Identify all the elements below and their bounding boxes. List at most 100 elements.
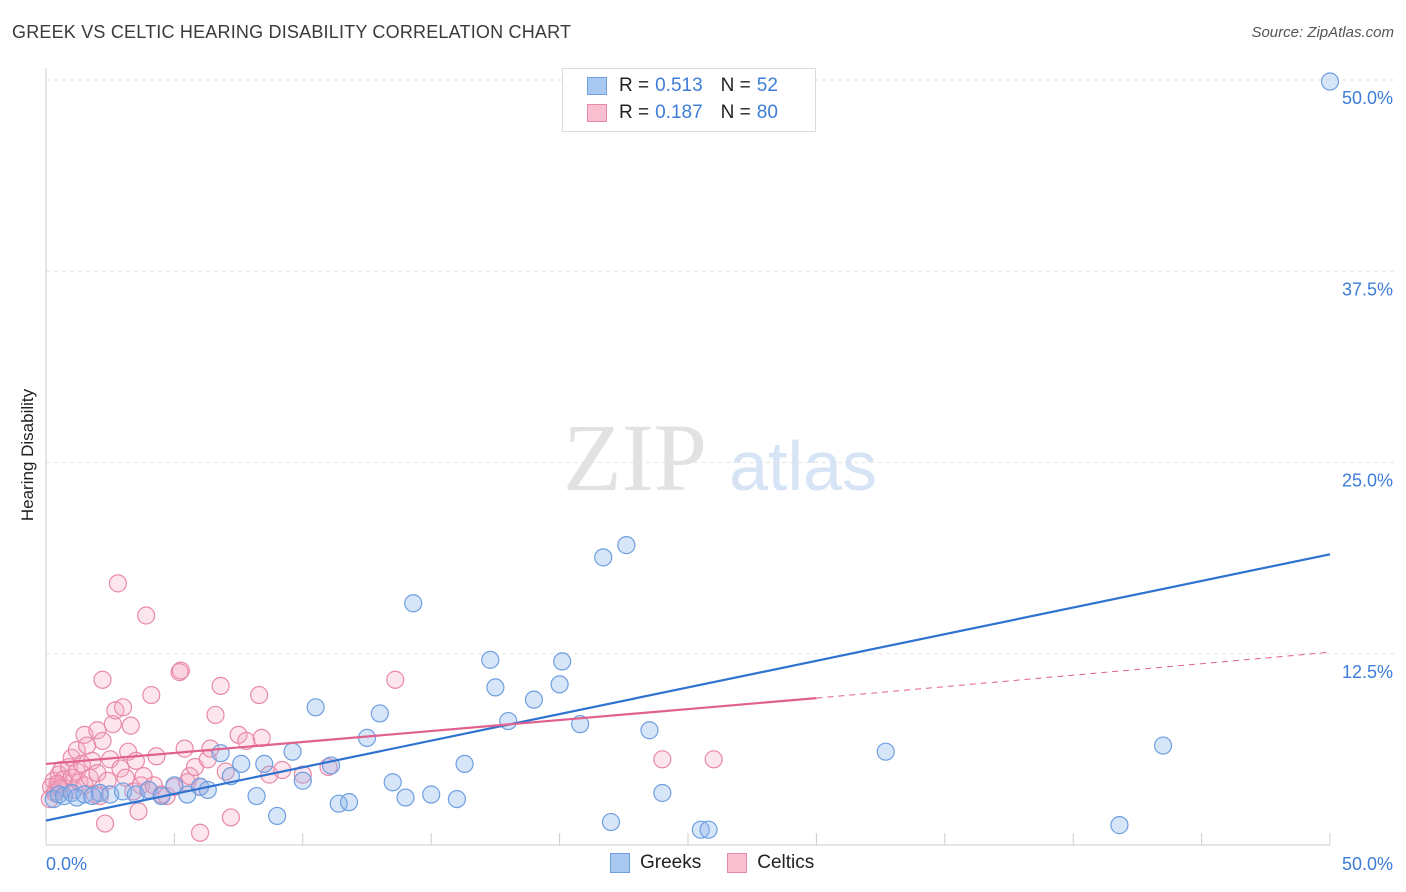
legend-label-greeks: Greeks <box>640 852 702 873</box>
stats-legend: R = 0.513 N = 52 R = 0.187 N = 80 <box>562 68 816 132</box>
celtics-point <box>171 661 190 680</box>
watermark-zip: ZIP <box>563 404 707 511</box>
greeks-point <box>404 594 423 613</box>
r-label: R = <box>619 75 650 96</box>
greeks-point <box>383 773 402 792</box>
celtics-point <box>237 731 256 751</box>
greeks-point <box>255 754 274 774</box>
greeks-point <box>617 536 636 555</box>
celtics-point <box>116 768 135 787</box>
greeks-point <box>75 785 94 804</box>
legend-label-celtics: Celtics <box>757 852 815 873</box>
trend-lines <box>45 553 1331 822</box>
celtics-point <box>190 823 210 842</box>
legend-item-celtics[interactable]: Celtics <box>727 852 814 874</box>
y-tick-label: 50.0% <box>1342 88 1393 108</box>
celtics-point <box>113 698 133 717</box>
celtics-swatch <box>727 853 748 873</box>
greeks-point <box>232 754 251 774</box>
celtics-point <box>111 759 130 778</box>
celtics-point <box>108 574 128 593</box>
chart-title: GREEK VS CELTIC HEARING DISABILITY CORRE… <box>12 22 572 42</box>
n-label: N = <box>720 75 751 96</box>
greeks-point <box>691 820 710 839</box>
celtics-point <box>653 750 672 769</box>
celtics-point <box>386 670 405 689</box>
r-label: R = <box>619 102 650 123</box>
celtics-trend-extension <box>816 651 1331 699</box>
r-value: 0.513 <box>655 75 703 96</box>
greeks-point <box>601 812 621 832</box>
greeks-point <box>553 652 572 671</box>
n-value: 52 <box>756 75 778 96</box>
legend-row-celtics: R = 0.187 N = 80 <box>587 101 778 125</box>
greeks-point <box>247 786 266 806</box>
greeks-point <box>699 820 718 839</box>
tick-labels: 12.5% 25.0% 37.5% 50.0% 0.0% 50.0% <box>46 88 1393 874</box>
x-tick-label: 0.0% <box>46 854 87 874</box>
greeks-point <box>594 548 613 567</box>
n-value: 80 <box>756 102 778 123</box>
celtics-swatch <box>587 104 607 122</box>
greeks-point <box>455 754 474 774</box>
greeks-trend-line <box>45 553 1331 822</box>
legend-item-greeks[interactable]: Greeks <box>610 852 701 874</box>
greeks-point <box>293 771 312 790</box>
greeks-point <box>396 788 415 807</box>
greeks-point <box>876 742 895 761</box>
celtics-point <box>175 739 194 758</box>
celtics-point <box>206 705 225 725</box>
greeks-point <box>268 806 287 826</box>
celtics-point <box>250 685 269 705</box>
greeks-swatch <box>587 77 607 95</box>
source-label: Source: ZipAtlas.com <box>1251 24 1394 41</box>
celtics-point <box>67 741 86 760</box>
greeks-point <box>653 783 672 803</box>
celtics-point <box>293 765 312 784</box>
celtics-point <box>77 736 97 755</box>
greeks-point <box>524 690 544 709</box>
celtics-point <box>121 716 140 735</box>
grid-lines <box>46 79 1395 655</box>
celtics-point <box>95 814 115 833</box>
celtics-point <box>93 731 112 751</box>
greeks-point <box>283 742 302 761</box>
greeks-point <box>422 785 441 804</box>
greeks-point <box>486 678 505 697</box>
celtics-point <box>88 763 107 783</box>
celtics-point <box>134 767 153 786</box>
greeks-point <box>1153 736 1173 755</box>
celtics-point <box>252 728 271 748</box>
n-label: N = <box>720 102 751 123</box>
greeks-point <box>1320 72 1340 91</box>
greeks-point <box>447 789 466 809</box>
greeks-point <box>370 704 389 723</box>
series-legend: Greeks Celtics <box>610 852 840 874</box>
celtics-point <box>103 715 122 734</box>
greeks-point <box>339 793 359 812</box>
greeks-point <box>550 675 569 694</box>
y-tick-label: 25.0% <box>1342 471 1393 491</box>
celtics-trend-line <box>45 697 817 766</box>
greeks-point <box>211 744 230 763</box>
celtics-point <box>221 808 240 827</box>
celtics-point <box>88 721 107 740</box>
greeks-point <box>571 715 590 734</box>
celtics-point <box>93 670 112 689</box>
y-tick-label: 12.5% <box>1342 662 1393 682</box>
legend-row-greeks: R = 0.513 N = 52 <box>587 74 778 98</box>
greeks-point <box>306 698 325 717</box>
watermark-atlas: atlas <box>729 427 877 505</box>
celtics-point <box>147 747 166 766</box>
greeks-swatch <box>610 853 630 873</box>
greeks-point <box>1110 816 1129 835</box>
greeks-point <box>640 721 659 740</box>
watermark: ZIP atlas <box>563 404 877 511</box>
celtics-point <box>129 802 148 821</box>
x-tick-label: 50.0% <box>1342 854 1393 874</box>
celtics-point <box>704 750 723 769</box>
celtics-point <box>137 606 156 625</box>
r-value: 0.187 <box>655 102 703 123</box>
axes <box>45 68 1331 846</box>
